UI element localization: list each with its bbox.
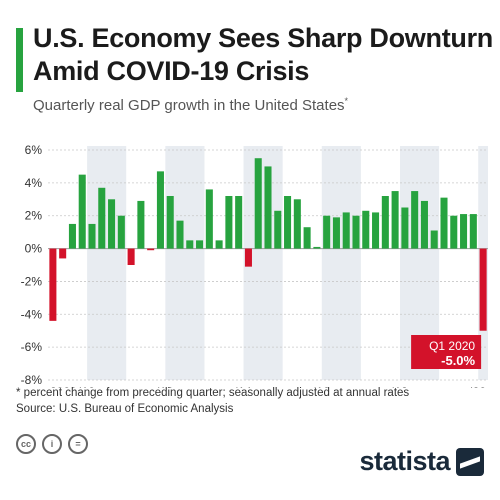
bar-2016-q3	[342, 212, 350, 249]
footnote-note: * percent change from preceding quarter;…	[16, 387, 410, 399]
bar-2020-q1	[479, 248, 487, 331]
footnote-block: * percent change from preceding quarter;…	[16, 385, 409, 417]
bar-2016-q1	[323, 215, 331, 249]
y-tick-label: 2%	[25, 209, 43, 223]
bar-2018-q2	[411, 191, 419, 249]
bar-2010-q2	[98, 187, 106, 249]
bar-2010-q1	[88, 223, 96, 249]
y-tick-label: -2%	[21, 274, 43, 288]
bar-2009-q1	[49, 248, 57, 321]
gdp-bar-chart: 6% 4% 2% 0% -2% -4% -6% -8% 2009'10 '12 '14 '16 '18 '…	[21, 143, 488, 388]
callout-box	[411, 335, 482, 369]
year-band-2010	[87, 146, 127, 380]
cc-icon[interactable]: cc	[16, 434, 36, 454]
bar-2012-q2	[176, 220, 184, 249]
bar-2014-q3	[264, 166, 272, 249]
year-band-2012	[165, 146, 205, 380]
bar-2013-q2	[215, 240, 223, 249]
bar-2015-q4	[313, 246, 321, 249]
y-tick-label: -4%	[21, 307, 43, 321]
footer: cc i = statista	[0, 420, 500, 500]
bar-2009-q2	[59, 248, 67, 259]
bar-2017-q1	[362, 210, 370, 249]
bar-2018-q1	[401, 207, 409, 249]
title-accent-bar	[16, 28, 23, 92]
chart-title: U.S. Economy Sees Sharp Downturn Amid CO…	[33, 23, 493, 86]
bar-2018-q4	[430, 230, 438, 249]
bar-2013-q1	[205, 189, 213, 249]
bar-2012-q4	[196, 240, 204, 249]
x-tick-label: '14	[236, 385, 252, 388]
bar-2010-q3	[108, 199, 116, 249]
license-icons: cc i =	[16, 434, 88, 454]
statista-mark-icon	[456, 447, 484, 476]
chart-subtitle: Quarterly real GDP growth in the United …	[33, 96, 348, 114]
bar-2015-q3	[303, 227, 311, 249]
bar-2019-q4	[469, 214, 477, 249]
x-tick-label: '20	[470, 385, 486, 388]
bar-2014-q1	[244, 248, 252, 267]
bar-2011-q2	[137, 200, 145, 249]
nd-icon[interactable]: =	[68, 434, 88, 454]
y-tick-label: 0%	[25, 242, 43, 256]
callout-value: -5.0%	[441, 353, 475, 368]
bar-2016-q2	[332, 217, 340, 249]
x-tick-label: '18	[392, 385, 408, 388]
bar-2012-q3	[186, 240, 194, 249]
callout-label: Q1 2020	[429, 339, 475, 353]
bar-2017-q2	[372, 212, 380, 249]
bar-2019-q3	[460, 214, 468, 249]
statista-logo[interactable]: statista	[359, 446, 484, 477]
y-tick-label: -6%	[21, 340, 43, 354]
bar-2011-q1	[127, 248, 135, 265]
x-tick-label: 2009	[50, 385, 77, 388]
bar-2014-q4	[274, 210, 282, 249]
bar-2010-q4	[117, 215, 125, 249]
bar-2009-q4	[78, 174, 86, 249]
y-tick-label: 6%	[25, 143, 43, 157]
year-band-2016	[321, 146, 361, 380]
subtitle-text: Quarterly real GDP growth in the United …	[33, 97, 345, 114]
bar-2011-q4	[156, 171, 164, 249]
bar-2014-q2	[254, 158, 262, 249]
bar-2017-q4	[391, 191, 399, 249]
bar-2015-q2	[293, 199, 301, 249]
bar-2018-q3	[420, 200, 428, 249]
bar-2013-q4	[235, 196, 243, 249]
bar-2013-q3	[225, 196, 233, 249]
bar-2009-q3	[68, 223, 76, 249]
bar-2015-q1	[284, 196, 292, 249]
x-tick-label: '10	[79, 385, 95, 388]
y-tick-label: 4%	[25, 176, 43, 190]
brand-name: statista	[359, 446, 450, 476]
bar-2011-q3	[147, 248, 155, 251]
bar-2019-q1	[440, 197, 448, 249]
subtitle-asterisk: *	[344, 96, 349, 106]
bar-2017-q3	[381, 196, 389, 249]
y-tick-label: -8%	[21, 373, 43, 387]
bar-2016-q4	[352, 215, 360, 249]
bar-2012-q1	[166, 196, 174, 249]
x-tick-label: '12	[158, 385, 174, 388]
by-icon[interactable]: i	[42, 434, 62, 454]
footnote-source: Source: U.S. Bureau of Economic Analysis	[16, 403, 234, 415]
q1-2020-callout: Q1 2020-5.0%	[411, 335, 482, 369]
x-tick-label: '16	[314, 385, 330, 388]
bar-2019-q2	[450, 215, 458, 249]
